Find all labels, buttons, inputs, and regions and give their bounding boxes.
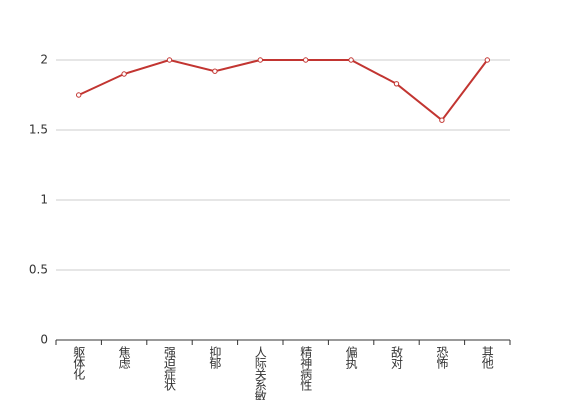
point [348,57,354,63]
x-tick-label: 强迫症状 [163,346,177,391]
point [439,117,445,123]
x-tick-label: 恐怖 [435,346,449,369]
line [78,58,489,122]
y-tick-label: 1.5 [29,123,48,137]
point [212,68,218,74]
point [303,57,309,63]
x-tick-label: 抑郁 [208,345,222,370]
point [166,57,173,63]
y-tick-label: 1 [40,193,48,207]
x-tick-label: 敌对 [390,345,404,369]
point [76,92,82,98]
point [484,57,490,63]
x-tick-label: 其他 [480,346,494,369]
y-tick-label: 2 [40,53,48,67]
x-tick-label: 焦虑 [117,346,131,369]
x-tick-label: 偏执 [344,345,358,370]
point [257,57,263,63]
point [121,71,127,77]
x-tick-label: 人际关系敏感 [253,346,267,400]
x-tick-label: 精神病性 [299,346,313,392]
y-tick-label: 0 [40,333,48,347]
x-tick-label: 躯体化 [72,345,86,381]
y-tick-label: 0.5 [29,263,48,277]
point [393,81,400,87]
